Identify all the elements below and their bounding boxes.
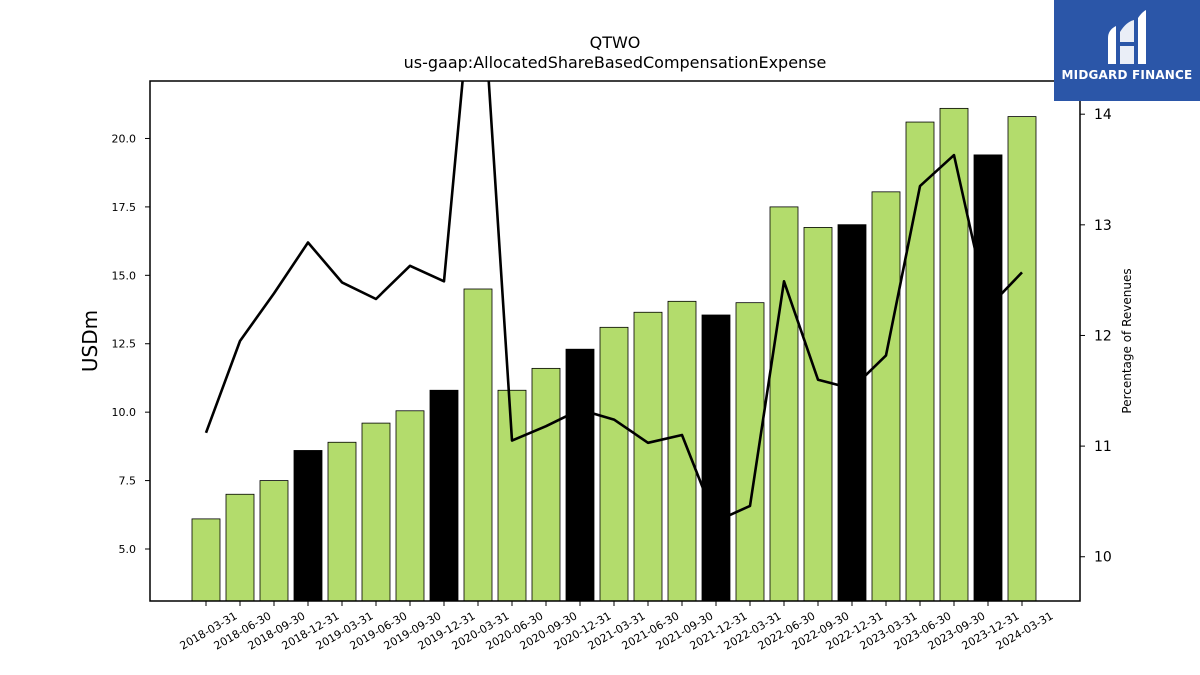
revenue-percentage-line	[204, 81, 1023, 523]
bar-2023-06-30	[905, 121, 935, 602]
bar-series	[191, 107, 1037, 602]
left-axis: 5.0 7.5 10.0 12.5 15.0 17.5 20.0	[112, 132, 150, 556]
logo-text: MIDGARD FINANCE	[1061, 68, 1193, 82]
bar-2018-03-31	[191, 518, 221, 602]
x-axis: 2018-03-312018-06-302018-09-302018-12-31…	[178, 601, 1056, 653]
y-tick-label: 12.5	[112, 338, 137, 351]
bar-2023-09-30	[939, 107, 969, 602]
bar-2023-03-31	[871, 191, 901, 602]
bar-2022-06-30	[769, 206, 799, 602]
y-tick-label: 20.0	[112, 132, 137, 145]
bar-2020-09-30	[531, 367, 561, 602]
bar-2023-12-31	[973, 154, 1003, 602]
y-tick-label: 15.0	[112, 269, 137, 282]
y-tick-label: 5.0	[119, 543, 137, 556]
bar-2020-12-31	[565, 348, 595, 602]
brand-logo: MIDGARD FINANCE	[1054, 0, 1200, 101]
bar-2019-03-31	[327, 441, 357, 602]
bar-2021-06-30	[633, 311, 663, 602]
y-right-tick-label: 14	[1094, 107, 1112, 123]
bar-2022-03-31	[735, 302, 765, 602]
bar-2022-09-30	[803, 227, 833, 602]
line-series	[204, 81, 1023, 523]
y-tick-label: 7.5	[119, 475, 137, 488]
bar-2022-12-31	[837, 224, 867, 602]
chart-subtitle: us-gaap:AllocatedShareBasedCompensationE…	[404, 53, 827, 72]
bar-2024-03-31	[1007, 116, 1037, 602]
y-right-tick-label: 11	[1094, 439, 1112, 455]
y-axis-label: USDm	[78, 310, 102, 372]
bar-2018-06-30	[225, 493, 255, 602]
chart-title: QTWO	[590, 33, 641, 52]
y-right-tick-label: 10	[1094, 550, 1112, 566]
right-axis: 10 11 12 13 14	[1080, 107, 1112, 566]
bar-2021-09-30	[667, 300, 697, 602]
bar-2021-12-31	[701, 314, 731, 602]
bar-2019-09-30	[395, 410, 425, 602]
logo-mark-icon	[1108, 10, 1146, 64]
y-tick-label: 10.0	[112, 406, 137, 419]
bar-2019-06-30	[361, 422, 391, 602]
bar-2021-03-31	[599, 326, 629, 602]
bar-2019-12-31	[429, 389, 459, 602]
bar-2018-09-30	[259, 480, 289, 602]
y-right-tick-label: 12	[1094, 328, 1112, 344]
y-right-tick-label: 13	[1094, 218, 1112, 234]
bar-2018-12-31	[293, 450, 323, 602]
y-tick-label: 17.5	[112, 201, 137, 214]
bar-2020-03-31	[463, 288, 493, 602]
y-axis-label-right: Percentage of Revenues	[1120, 268, 1134, 413]
plot-frame	[149, 80, 1081, 602]
